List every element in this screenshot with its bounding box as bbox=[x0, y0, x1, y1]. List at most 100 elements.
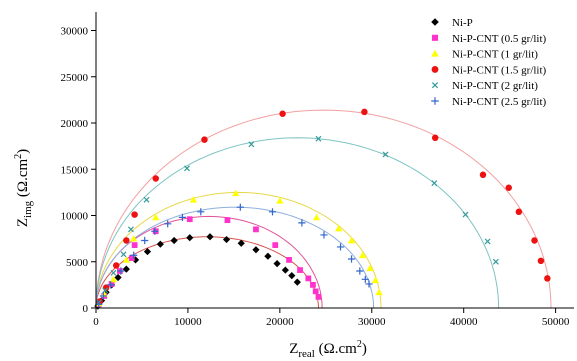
data-point bbox=[273, 260, 281, 268]
data-point bbox=[375, 288, 383, 296]
data-point bbox=[288, 272, 296, 280]
data-point bbox=[515, 208, 523, 216]
legend-label: Ni-P-CNT (1 gr/lit) bbox=[452, 49, 538, 61]
x-tick-label: 20000 bbox=[266, 316, 294, 328]
data-point bbox=[281, 266, 289, 274]
data-point bbox=[189, 196, 198, 203]
fit-curve bbox=[95, 137, 500, 309]
legend-marker bbox=[431, 97, 439, 105]
legend-label: Ni-P-CNT (2.5 gr/lit) bbox=[452, 96, 547, 108]
data-point bbox=[102, 288, 110, 296]
data-point bbox=[505, 184, 512, 191]
data-point bbox=[109, 275, 118, 283]
data-point bbox=[335, 224, 343, 232]
data-point bbox=[537, 257, 545, 265]
y-tick-label: 30000 bbox=[61, 26, 89, 38]
data-point bbox=[131, 211, 138, 218]
legend-label: Ni-P-CNT (1.5 gr/lit) bbox=[452, 64, 547, 76]
data-point bbox=[152, 175, 159, 182]
legend-marker bbox=[431, 82, 439, 89]
data-point bbox=[143, 196, 150, 203]
data-point bbox=[347, 236, 356, 244]
data-point bbox=[201, 136, 208, 143]
data-point bbox=[120, 251, 127, 258]
data-point bbox=[206, 233, 214, 241]
x-tick-label: 30000 bbox=[358, 316, 386, 328]
data-point bbox=[184, 165, 190, 172]
data-point bbox=[152, 213, 160, 221]
data-point bbox=[127, 226, 134, 233]
data-point bbox=[151, 227, 159, 235]
data-point bbox=[272, 242, 279, 248]
data-point bbox=[222, 235, 231, 244]
x-tick-label: 10000 bbox=[174, 316, 202, 328]
data-point bbox=[197, 208, 205, 216]
y-tick-label: 5000 bbox=[66, 257, 89, 269]
legend-marker bbox=[431, 18, 439, 26]
data-point bbox=[286, 257, 292, 263]
data-point bbox=[107, 281, 115, 289]
data-point bbox=[347, 255, 356, 263]
data-point bbox=[122, 265, 130, 273]
data-point bbox=[110, 269, 117, 276]
data-point bbox=[164, 220, 172, 228]
x-tick-label: 40000 bbox=[450, 316, 478, 328]
data-point bbox=[531, 237, 538, 244]
data-point bbox=[186, 234, 194, 242]
y-tick-label: 15000 bbox=[61, 164, 89, 176]
y-axis-title: Zimg (Ω.cm2) bbox=[13, 149, 34, 227]
axes: 0 10000 20000 30000 40000 50000 0 5000 10000 1500… bbox=[61, 12, 574, 328]
data-point bbox=[264, 252, 272, 260]
data-point bbox=[123, 237, 130, 244]
data-point bbox=[484, 238, 491, 245]
legend-marker bbox=[431, 34, 439, 41]
data-point bbox=[99, 292, 107, 300]
data-point bbox=[178, 213, 187, 221]
legend-label: Ni-P-CNT (2 gr/lit) bbox=[452, 80, 538, 92]
data-point bbox=[253, 226, 259, 233]
data-point bbox=[382, 151, 389, 158]
data-point bbox=[544, 275, 551, 282]
series-ni-p-cnt-1-5-gr-lit- bbox=[96, 108, 551, 305]
data-point bbox=[312, 288, 319, 295]
data-point bbox=[131, 256, 140, 264]
data-point bbox=[108, 281, 115, 287]
y-tick-label: 0 bbox=[83, 303, 89, 315]
fit-curves bbox=[95, 109, 552, 309]
x-axis-title: Zreal (Ω.cm2) bbox=[289, 339, 367, 360]
data-point bbox=[252, 246, 260, 254]
y-tick-label: 10000 bbox=[61, 211, 89, 223]
data-point bbox=[305, 275, 312, 282]
data-point bbox=[315, 135, 322, 142]
data-point bbox=[237, 239, 245, 247]
fit-curve bbox=[95, 191, 382, 309]
data-point bbox=[279, 110, 286, 117]
data-point bbox=[170, 236, 178, 245]
data-point bbox=[130, 235, 138, 242]
data-point bbox=[130, 251, 138, 259]
data-point bbox=[276, 197, 284, 204]
data-point bbox=[232, 189, 240, 197]
data-point bbox=[315, 294, 322, 300]
data-point bbox=[361, 275, 369, 283]
x-tick-label: 50000 bbox=[542, 316, 570, 328]
data-point bbox=[268, 208, 277, 216]
data-point bbox=[356, 267, 364, 275]
legend: Ni-P Ni-P-CNT (0.5 gr/lit) Ni-P-CNT (1 gr/… bbox=[431, 17, 547, 108]
data-point bbox=[156, 240, 164, 248]
data-point bbox=[361, 108, 368, 116]
y-tick-label: 25000 bbox=[61, 72, 89, 84]
data-point bbox=[117, 267, 125, 275]
data-point bbox=[313, 213, 321, 221]
data-point bbox=[431, 180, 438, 187]
series-ni-p bbox=[94, 233, 301, 310]
fit-curve bbox=[95, 206, 375, 309]
data-point bbox=[336, 243, 345, 251]
legend-marker bbox=[431, 65, 439, 73]
data-point bbox=[479, 171, 487, 179]
data-point bbox=[186, 216, 193, 223]
data-point bbox=[102, 287, 109, 294]
data-point bbox=[114, 273, 122, 282]
y-tick-label: 20000 bbox=[61, 118, 89, 130]
